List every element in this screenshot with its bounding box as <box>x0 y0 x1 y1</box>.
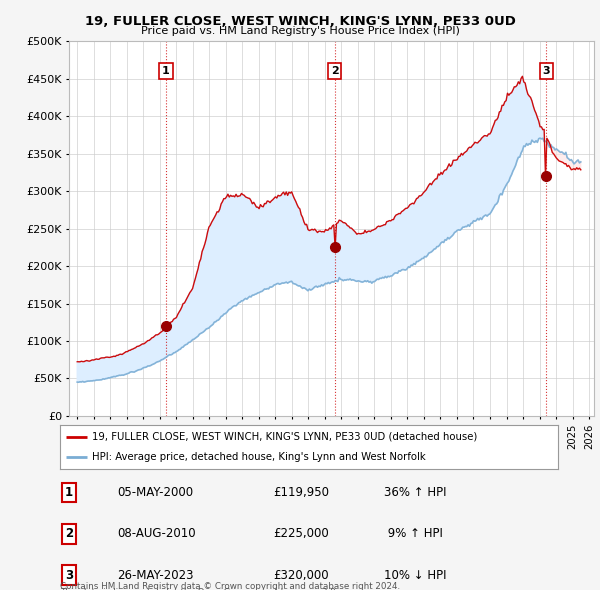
Text: 08-AUG-2010: 08-AUG-2010 <box>117 527 196 540</box>
Text: 19, FULLER CLOSE, WEST WINCH, KING'S LYNN, PE33 0UD: 19, FULLER CLOSE, WEST WINCH, KING'S LYN… <box>85 15 515 28</box>
Text: 1: 1 <box>65 486 73 499</box>
Text: Price paid vs. HM Land Registry's House Price Index (HPI): Price paid vs. HM Land Registry's House … <box>140 26 460 36</box>
Text: 36% ↑ HPI: 36% ↑ HPI <box>384 486 446 499</box>
Text: 3: 3 <box>65 569 73 582</box>
Text: 9% ↑ HPI: 9% ↑ HPI <box>384 527 443 540</box>
Text: 05-MAY-2000: 05-MAY-2000 <box>117 486 193 499</box>
Text: 19, FULLER CLOSE, WEST WINCH, KING'S LYNN, PE33 0UD (detached house): 19, FULLER CLOSE, WEST WINCH, KING'S LYN… <box>92 432 478 442</box>
Text: 10% ↓ HPI: 10% ↓ HPI <box>384 569 446 582</box>
Text: 1: 1 <box>162 66 170 76</box>
Text: 2: 2 <box>331 66 338 76</box>
Text: Contains HM Land Registry data © Crown copyright and database right 2024.: Contains HM Land Registry data © Crown c… <box>60 582 400 590</box>
Text: £225,000: £225,000 <box>273 527 329 540</box>
Text: 3: 3 <box>542 66 550 76</box>
Text: £119,950: £119,950 <box>273 486 329 499</box>
Text: 2: 2 <box>65 527 73 540</box>
Text: HPI: Average price, detached house, King's Lynn and West Norfolk: HPI: Average price, detached house, King… <box>92 452 426 462</box>
Text: 26-MAY-2023: 26-MAY-2023 <box>117 569 193 582</box>
Text: This data is licensed under the Open Government Licence v3.0.: This data is licensed under the Open Gov… <box>60 588 338 590</box>
Text: £320,000: £320,000 <box>273 569 329 582</box>
